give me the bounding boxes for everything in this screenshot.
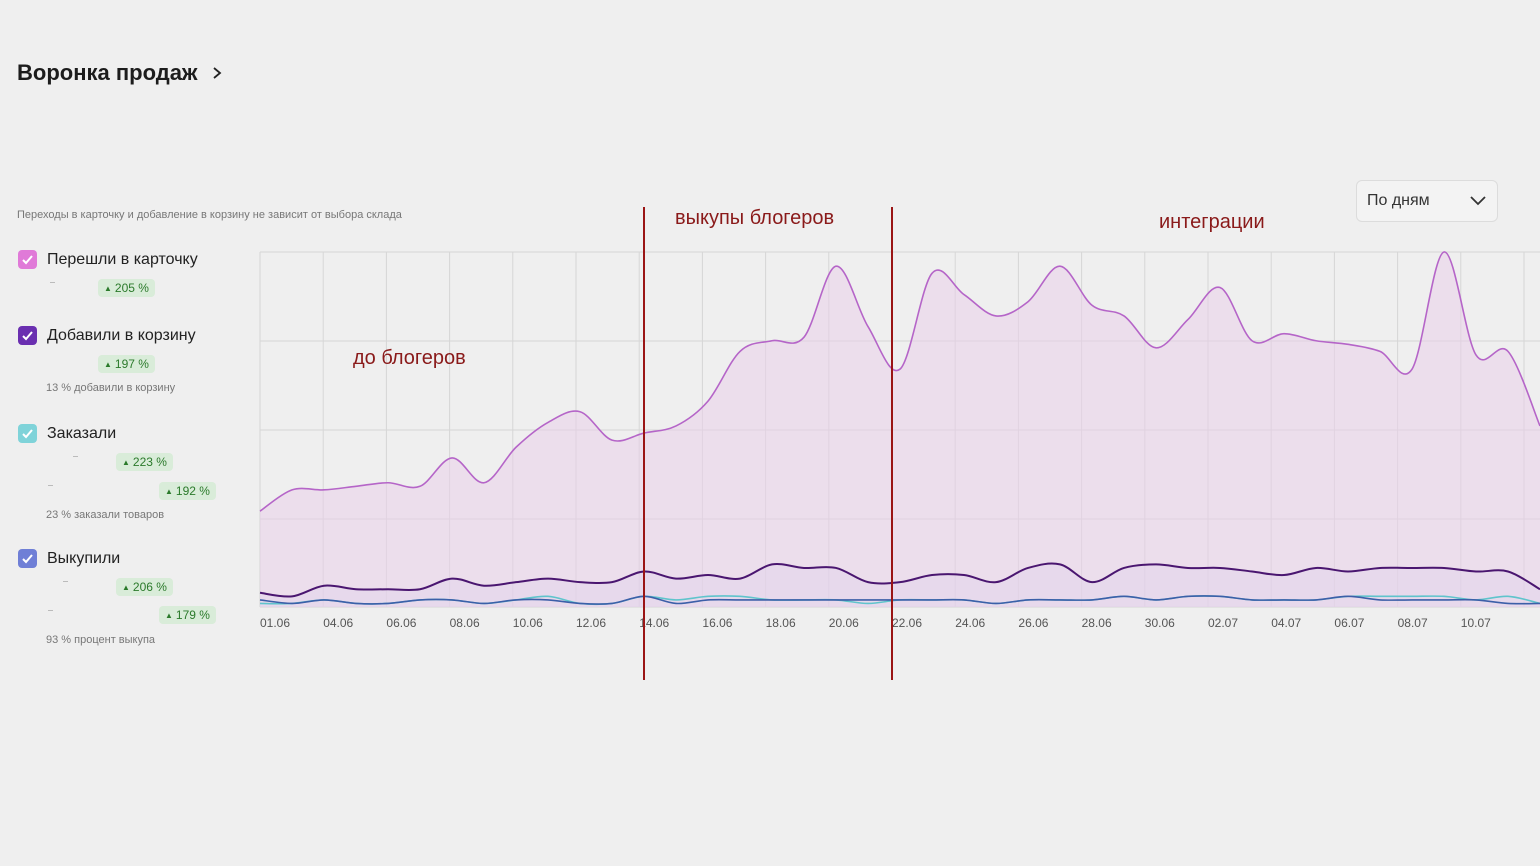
legend-item-cart-adds: Добавили в корзину ▲ 197 % 13 % добавили … xyxy=(18,326,248,394)
x-tick-label: 10.06 xyxy=(513,616,543,630)
checkbox-orders[interactable] xyxy=(18,424,37,443)
growth-badge: ▲ 223 % xyxy=(116,453,173,471)
check-icon xyxy=(22,331,33,341)
checkbox-cart-adds[interactable] xyxy=(18,326,37,345)
x-tick-label: 16.06 xyxy=(702,616,732,630)
chevron-down-icon xyxy=(1470,196,1486,206)
legend-item-orders: Заказали ▲ 223 % ▲ 192 % 23 % заказали тов… xyxy=(18,424,248,521)
growth-badge: ▲ 179 % xyxy=(159,606,216,624)
series-line xyxy=(259,251,1540,512)
checkbox-purchases[interactable] xyxy=(18,549,37,568)
check-icon xyxy=(22,554,33,564)
x-tick-label: 30.06 xyxy=(1145,616,1175,630)
x-tick-label: 06.06 xyxy=(386,616,416,630)
x-tick-label: 08.06 xyxy=(450,616,480,630)
x-tick-label: 06.07 xyxy=(1334,616,1364,630)
legend-label: Перешли в карточку xyxy=(47,250,198,268)
growth-badge: ▲ 197 % xyxy=(98,355,155,373)
x-tick-label: 20.06 xyxy=(829,616,859,630)
dash-icon xyxy=(63,581,68,582)
x-tick-label: 26.06 xyxy=(1018,616,1048,630)
page-title-text: Воронка продаж xyxy=(17,60,198,85)
check-icon xyxy=(22,429,33,439)
x-tick-label: 14.06 xyxy=(639,616,669,630)
x-tick-label: 18.06 xyxy=(766,616,796,630)
x-tick-label: 12.06 xyxy=(576,616,606,630)
dash-icon xyxy=(73,456,78,457)
legend-sub: 93 % процент выкупа xyxy=(46,634,156,646)
growth-badge: ▲ 205 % xyxy=(98,279,155,297)
x-tick-label: 10.07 xyxy=(1461,616,1491,630)
growth-badge: ▲ 192 % xyxy=(159,482,216,500)
series-line xyxy=(259,562,1540,598)
x-tick-label: 04.06 xyxy=(323,616,353,630)
x-tick-label: 02.07 xyxy=(1208,616,1238,630)
period-select[interactable]: По дням xyxy=(1356,180,1498,222)
legend-sub: 13 % добавили в корзину xyxy=(46,382,176,394)
period-select-value: По дням xyxy=(1367,192,1430,209)
series-line xyxy=(259,595,1540,605)
legend-item-card-visits: Перешли в карточку ▲ 205 % xyxy=(18,250,248,297)
annotation-bloggers: выкупы блогеров xyxy=(675,207,834,229)
warehouse-note: Переходы в карточку и добавление в корзи… xyxy=(17,209,402,221)
annotation-before: до блогеров xyxy=(353,347,466,369)
dash-icon xyxy=(48,610,53,611)
x-tick-label: 24.06 xyxy=(955,616,985,630)
legend-label: Заказали xyxy=(47,424,117,442)
check-icon xyxy=(22,255,33,265)
growth-badge: ▲ 206 % xyxy=(116,578,173,596)
legend-label: Выкупили xyxy=(47,549,121,567)
x-tick-label: 04.07 xyxy=(1271,616,1301,630)
legend-sub: 23 % заказали товаров xyxy=(46,509,165,521)
x-tick-label: 28.06 xyxy=(1082,616,1112,630)
series-area xyxy=(260,251,1540,607)
dash-icon xyxy=(50,282,55,283)
x-tick-label: 08.07 xyxy=(1398,616,1428,630)
legend-item-purchases: Выкупили ▲ 206 % ▲ 179 % 93 % процент выку… xyxy=(18,549,248,646)
x-tick-label: 22.06 xyxy=(892,616,922,630)
x-tick-label: 01.06 xyxy=(260,616,290,630)
legend-label: Добавили в корзину xyxy=(47,326,196,344)
page-title[interactable]: Воронка продаж xyxy=(17,60,224,86)
dash-icon xyxy=(48,485,53,486)
checkbox-card-visits[interactable] xyxy=(18,250,37,269)
chevron-right-icon[interactable] xyxy=(210,66,224,80)
annotation-integrations: интеграции xyxy=(1159,211,1265,233)
